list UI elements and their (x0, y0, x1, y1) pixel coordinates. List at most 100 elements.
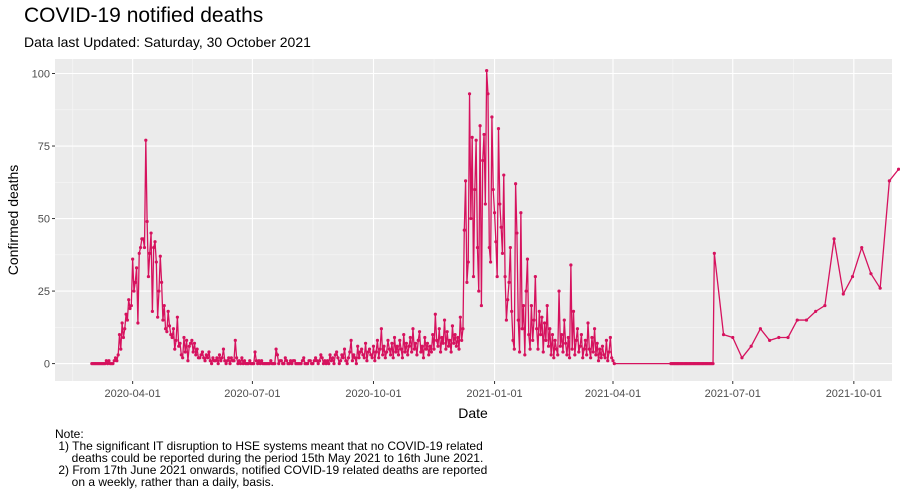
data-point (131, 257, 135, 261)
data-point (195, 347, 199, 351)
data-point (758, 327, 763, 331)
data-point (591, 350, 595, 354)
data-point (521, 303, 526, 308)
data-point (360, 347, 364, 351)
data-point (492, 211, 497, 215)
data-point (470, 135, 474, 139)
data-point (388, 353, 393, 357)
data-point (528, 347, 532, 351)
data-point (171, 327, 176, 331)
data-point (740, 356, 744, 360)
y-axis-title: Confirmed deaths (5, 165, 21, 276)
data-point (273, 361, 277, 366)
data-point (460, 338, 464, 342)
data-point (595, 341, 599, 345)
data-point (435, 338, 439, 342)
data-point (596, 359, 601, 363)
data-point (539, 332, 543, 337)
data-point (519, 211, 523, 215)
data-point (192, 341, 197, 345)
data-point (445, 330, 449, 334)
data-point (552, 356, 556, 360)
data-point (370, 356, 374, 360)
data-point (186, 359, 190, 363)
data-point (324, 361, 328, 366)
data-point (545, 303, 549, 308)
data-point (599, 356, 603, 360)
y-tick-label: 0 (44, 359, 50, 371)
data-point (125, 318, 129, 322)
data-point (565, 353, 569, 357)
data-point (342, 347, 347, 351)
data-point (475, 245, 480, 250)
data-point (604, 338, 609, 342)
data-point (432, 347, 436, 351)
data-point (382, 344, 386, 348)
data-point (373, 359, 377, 363)
data-point (508, 245, 512, 250)
data-point (319, 353, 323, 357)
data-point (533, 274, 537, 279)
data-point (200, 350, 204, 354)
data-point (383, 356, 387, 360)
data-point (887, 179, 891, 183)
data-point (464, 179, 468, 183)
data-point (535, 327, 539, 331)
data-point (182, 335, 186, 340)
data-point (116, 353, 120, 357)
data-point (516, 318, 520, 322)
data-point (602, 353, 606, 357)
data-point (529, 303, 534, 308)
data-point (337, 361, 341, 366)
data-point (578, 344, 582, 348)
data-point (553, 338, 557, 342)
data-point (121, 335, 126, 340)
data-point (124, 312, 128, 316)
data-point (439, 350, 443, 354)
x-tick-label: 2021-01-01 (466, 388, 522, 400)
data-point (153, 240, 157, 244)
data-point (213, 359, 218, 363)
data-point (415, 353, 419, 357)
data-point (350, 359, 355, 363)
data-point (458, 315, 462, 319)
data-point (462, 228, 466, 232)
data-point (235, 356, 239, 360)
data-point (398, 338, 402, 342)
data-point (353, 356, 357, 360)
data-point (598, 347, 602, 351)
x-axis: 2020-04-01 2020-07-01 2020-10-01 2021-01-01… (105, 381, 882, 400)
data-point (594, 353, 598, 357)
data-point (221, 347, 226, 351)
data-point (290, 361, 294, 366)
data-point (498, 202, 502, 206)
data-point (194, 353, 198, 357)
data-point (567, 356, 572, 360)
data-point (308, 359, 312, 363)
data-point (356, 344, 360, 348)
data-point (421, 356, 426, 360)
data-point (531, 338, 535, 342)
data-point (210, 361, 214, 366)
data-point (104, 359, 108, 363)
y-tick-label: 100 (32, 69, 50, 81)
data-point (402, 332, 406, 337)
data-point (113, 356, 118, 360)
data-point (404, 341, 408, 345)
major-gridlines (55, 59, 892, 381)
data-point (166, 309, 170, 313)
data-point (721, 332, 726, 337)
data-point (433, 312, 437, 316)
data-point (607, 350, 611, 354)
data-point (253, 350, 257, 354)
data-point (473, 187, 477, 192)
data-point (486, 92, 490, 96)
data-point (436, 344, 440, 348)
data-point (466, 260, 470, 264)
data-point (603, 356, 607, 360)
data-point (420, 344, 424, 348)
data-point (548, 327, 552, 331)
data-point (585, 353, 589, 357)
data-point (323, 359, 327, 363)
data-point (132, 289, 136, 293)
